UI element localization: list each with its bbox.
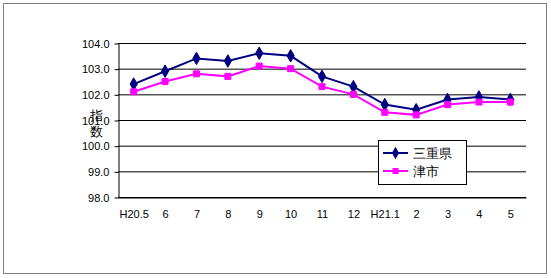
y-tick-mark xyxy=(115,146,119,147)
series-marker xyxy=(507,99,513,105)
x-tick-label: 6 xyxy=(163,208,169,220)
grid xyxy=(118,44,526,198)
x-tick: 2 xyxy=(414,198,420,220)
series-marker xyxy=(131,89,137,95)
series-marker xyxy=(224,55,231,67)
y-tick-mark xyxy=(115,44,119,45)
x-tick-label: 10 xyxy=(285,208,297,220)
y-tick-mark xyxy=(115,121,119,122)
series-marker xyxy=(225,73,231,79)
y-tick: 98.0 xyxy=(88,192,118,204)
series-marker xyxy=(256,63,262,69)
grid-line xyxy=(118,120,526,121)
x-tick: 10 xyxy=(285,198,297,220)
plot-area xyxy=(130,47,514,118)
legend-marker xyxy=(393,168,399,174)
x-axis-line xyxy=(119,198,527,199)
legend-marker xyxy=(392,147,399,159)
grid-line xyxy=(118,197,526,198)
legend: 三重県津市 xyxy=(379,141,467,185)
x-tick-label: 3 xyxy=(445,208,451,220)
x-tick: 4 xyxy=(476,198,482,220)
x-tick-label: 11 xyxy=(317,208,328,220)
legend-label: 三重県 xyxy=(413,146,452,161)
series-marker xyxy=(161,65,168,77)
series-marker xyxy=(382,109,388,115)
x-tick: 9 xyxy=(257,198,263,220)
y-tick-mark xyxy=(115,69,119,70)
y-tick: 99.0 xyxy=(88,166,118,178)
y-tick-label: 99.0 xyxy=(88,166,109,178)
y-tick: 100.0 xyxy=(82,140,119,152)
grid-line xyxy=(118,43,526,44)
series-marker xyxy=(193,52,200,64)
y-axis-line xyxy=(119,44,120,198)
y-tick: 104.0 xyxy=(82,38,119,50)
x-tick: 11 xyxy=(317,198,328,220)
series-marker xyxy=(350,91,356,97)
series-marker xyxy=(256,47,263,59)
series-marker xyxy=(507,93,514,105)
x-tick: 7 xyxy=(194,198,200,220)
series-marker xyxy=(287,50,294,62)
x-tick: 5 xyxy=(508,198,514,220)
x-tick-label: 2 xyxy=(414,208,420,220)
y-axis-title: 指数 xyxy=(89,108,103,139)
series-marker xyxy=(193,71,199,77)
series-marker xyxy=(288,66,294,72)
series-marker xyxy=(476,99,482,105)
x-tick: 12 xyxy=(348,198,360,220)
series-marker xyxy=(318,70,325,82)
series-marker xyxy=(413,112,419,118)
y-tick-mark xyxy=(115,198,119,199)
x-tick-label: 4 xyxy=(476,208,482,220)
x-tick: H21.1 xyxy=(371,198,400,220)
series-marker xyxy=(162,79,168,85)
y-tick-label: 103.0 xyxy=(82,63,110,75)
chart: 98.099.0100.0101.0102.0103.0104.0H20.567… xyxy=(0,0,551,278)
legend-label: 津市 xyxy=(413,164,439,179)
x-tick-label: H21.1 xyxy=(371,208,400,220)
x-tick: 6 xyxy=(163,198,169,220)
series-line xyxy=(134,53,511,109)
series-line xyxy=(134,66,511,115)
y-tick-label: 104.0 xyxy=(82,38,110,50)
x-tick-label: 12 xyxy=(348,208,360,220)
y-tick: 103.0 xyxy=(82,63,119,75)
y-tick: 102.0 xyxy=(82,89,119,101)
y-axis: 98.099.0100.0101.0102.0103.0104.0 xyxy=(82,38,119,204)
x-tick-label: 8 xyxy=(225,208,231,220)
series-marker xyxy=(445,102,451,108)
x-tick-label: H20.5 xyxy=(120,208,149,220)
y-tick-mark xyxy=(115,95,119,96)
x-axis: H20.5 6 7 8 9 10 11 12 H21.1 2 3 4 5 xyxy=(119,198,527,220)
y-tick-label: 98.0 xyxy=(88,192,109,204)
x-tick: 3 xyxy=(445,198,451,220)
y-tick-label: 102.0 xyxy=(82,89,110,101)
x-tick-label: 5 xyxy=(508,208,514,220)
legend-box xyxy=(379,141,467,185)
x-tick-label: 9 xyxy=(257,208,263,220)
x-tick: 8 xyxy=(225,198,231,220)
y-tick-mark xyxy=(115,172,119,173)
x-tick: H20.5 xyxy=(120,198,149,220)
grid-line xyxy=(118,94,526,95)
series-marker xyxy=(319,84,325,90)
chart-frame xyxy=(4,4,547,274)
x-tick-label: 7 xyxy=(194,208,200,220)
y-tick-label: 100.0 xyxy=(82,140,110,152)
